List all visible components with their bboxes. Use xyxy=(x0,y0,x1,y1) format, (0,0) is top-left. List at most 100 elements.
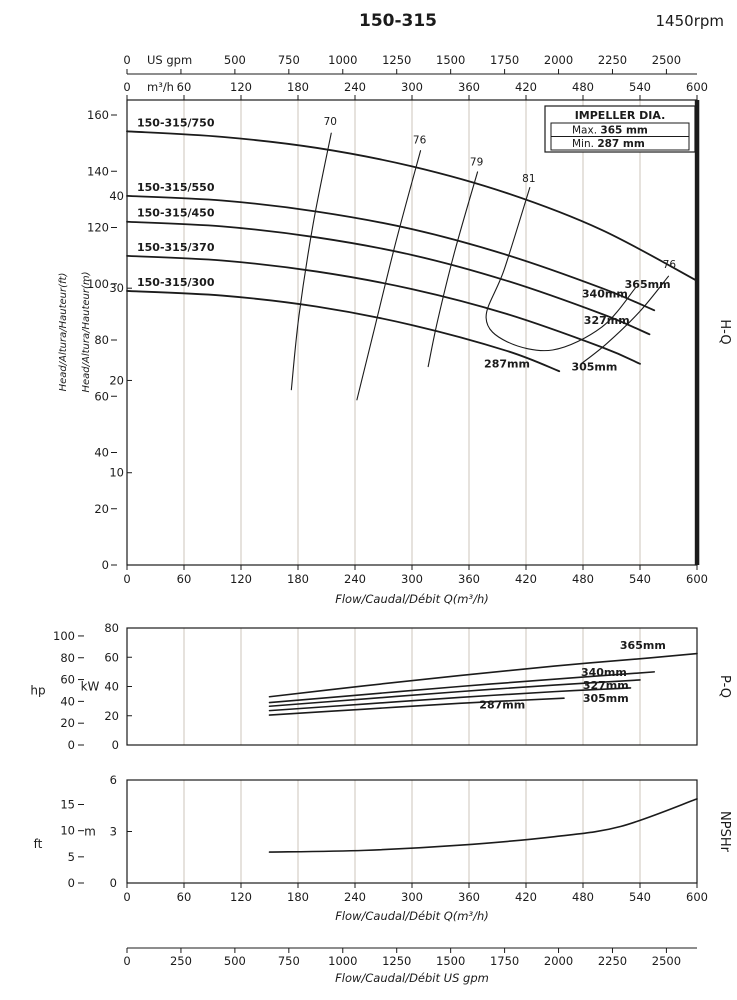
hq-ft-tick-label: 0 xyxy=(102,558,109,572)
pq-kw-axis-label: kW xyxy=(81,680,100,694)
npsh-x-axis-label: Flow/Caudal/Débit Q(m³/h) xyxy=(335,909,489,923)
hq-right-bar xyxy=(694,100,700,565)
pq-kw-tick-label: 20 xyxy=(104,709,119,723)
hq-x-tick-label: 240 xyxy=(344,572,366,586)
usgpm-bottom-tick-label: 2250 xyxy=(598,954,627,968)
hq-x-tick-label: 60 xyxy=(177,572,192,586)
pq-hp-tick-label: 100 xyxy=(53,629,75,643)
hq-ft-axis-label: Head/Altura/Hauteur(ft) xyxy=(58,273,69,392)
hq-x-tick-label: 0 xyxy=(123,572,130,586)
hq-impeller-label: 305mm xyxy=(571,360,617,373)
pq-hp-tick-label: 40 xyxy=(60,694,75,708)
pq-kw-tick-label: 60 xyxy=(104,650,119,664)
impeller-legend-box xyxy=(544,105,696,153)
hq-m-tick-label: 30 xyxy=(109,281,124,295)
pq-hp-tick-label: 60 xyxy=(60,673,75,687)
npsh-x-tick-label: 0 xyxy=(123,890,130,904)
pq-hp-tick-label: 0 xyxy=(68,738,75,752)
usgpm-bottom-tick-label: 1000 xyxy=(328,954,357,968)
m3h-top-tick-label: 600 xyxy=(686,80,708,94)
pq-impeller-label: 365mm xyxy=(620,639,666,652)
usgpm-bottom-tick-label: 2000 xyxy=(544,954,573,968)
usgpm-bottom-tick-label: 0 xyxy=(123,954,130,968)
usgpm-top-tick-label: 750 xyxy=(278,53,300,67)
pq-curve-305mm xyxy=(268,687,632,712)
hq-impeller-label: 327mm xyxy=(584,314,630,327)
pq-impeller-label: 340mm xyxy=(581,666,627,679)
usgpm-bottom-tick-label: 2500 xyxy=(652,954,681,968)
efficiency-label: 76 xyxy=(413,134,427,146)
m3h-top-tick-label: 0 xyxy=(123,80,130,94)
m3h-top-tick-label: 120 xyxy=(230,80,252,94)
usgpm-unit-label: US gpm xyxy=(147,53,192,67)
hq-model-label: 150-315/450 xyxy=(137,207,215,220)
hq-x-tick-label: 540 xyxy=(629,572,651,586)
npsh-x-tick-label: 420 xyxy=(515,890,537,904)
hq-ft-tick-label: 60 xyxy=(94,389,109,403)
pq-hp-tick-label: 20 xyxy=(60,716,75,730)
usgpm-bottom-tick-label: 1750 xyxy=(490,954,519,968)
npsh-ft-axis-label: ft xyxy=(34,837,43,851)
m3h-top-tick-label: 420 xyxy=(515,80,537,94)
usgpm-top-tick-label: 2000 xyxy=(544,53,573,67)
npsh-x-tick-label: 480 xyxy=(572,890,594,904)
pq-curve-365mm xyxy=(268,652,698,698)
usgpm-bottom-tick-label: 1500 xyxy=(436,954,465,968)
hq-x-tick-label: 180 xyxy=(287,572,309,586)
efficiency-label: 79 xyxy=(470,156,483,168)
hq-x-tick-label: 300 xyxy=(401,572,423,586)
hq-model-label: 150-315/550 xyxy=(137,181,215,194)
m3h-top-tick-label: 300 xyxy=(401,80,423,94)
npsh-m-tick-label: 0 xyxy=(110,876,117,890)
usgpm-bottom-tick-label: 250 xyxy=(170,954,192,968)
m3h-top-tick-label: 180 xyxy=(287,80,309,94)
hq-impeller-label: 287mm xyxy=(484,358,530,371)
hq-x-tick-label: 360 xyxy=(458,572,480,586)
usgpm-bottom-tick-label: 1250 xyxy=(382,954,411,968)
npsh-ft-tick-label: 0 xyxy=(68,876,75,890)
pq-side-label: P-Q xyxy=(717,675,732,698)
hq-curve-327mm xyxy=(126,220,651,336)
usgpm-top-tick-label: 0 xyxy=(123,53,130,67)
hq-curve-365mm xyxy=(126,130,698,282)
hq-ft-tick-label: 140 xyxy=(87,164,109,178)
efficiency-contour-76 xyxy=(580,275,670,365)
npsh-m-tick-label: 3 xyxy=(110,825,117,839)
hq-curve-287mm xyxy=(126,290,561,373)
hq-model-label: 150-315/370 xyxy=(137,241,215,254)
hq-side-label: H-Q xyxy=(717,319,732,344)
pq-hp-tick-label: 80 xyxy=(60,651,75,665)
npsh-ft-tick-label: 15 xyxy=(60,798,75,812)
hq-x-axis-label: Flow/Caudal/Débit Q(m³/h) xyxy=(335,592,489,606)
m3h-top-tick-label: 360 xyxy=(458,80,480,94)
npsh-x-tick-label: 600 xyxy=(686,890,708,904)
hq-m-tick-label: 20 xyxy=(109,373,124,387)
hq-ft-tick-label: 40 xyxy=(94,446,109,460)
hq-x-tick-label: 120 xyxy=(230,572,252,586)
usgpm-top-tick-label: 2250 xyxy=(598,53,627,67)
npsh-ft-tick-label: 10 xyxy=(60,824,75,838)
npsh-curve xyxy=(268,798,698,853)
chart-title: 150-315 xyxy=(359,11,437,31)
m3h-top-tick-label: 60 xyxy=(177,80,192,94)
impeller-legend-row: Max. 365 mm xyxy=(572,125,648,137)
usgpm-top-tick-label: 1250 xyxy=(382,53,411,67)
npsh-x-tick-label: 120 xyxy=(230,890,252,904)
hq-m-tick-label: 40 xyxy=(109,189,124,203)
impeller-legend-title: IMPELLER DIA. xyxy=(575,109,666,122)
pq-hp-axis-label: hp xyxy=(30,683,45,697)
hq-ft-tick-label: 120 xyxy=(87,221,109,235)
efficiency-label: 70 xyxy=(324,116,337,128)
hq-model-label: 150-315/300 xyxy=(137,276,215,289)
m3h-top-tick-label: 540 xyxy=(629,80,651,94)
m3h-top-tick-label: 480 xyxy=(572,80,594,94)
hq-curve-305mm xyxy=(126,254,641,365)
pq-impeller-label: 305mm xyxy=(583,692,629,705)
rpm-label: 1450rpm xyxy=(656,12,724,30)
hq-curve-340mm xyxy=(126,195,656,312)
hq-ft-tick-label: 160 xyxy=(87,108,109,122)
npsh-m-axis-label: m xyxy=(84,825,96,839)
usgpm-top-tick-label: 1500 xyxy=(436,53,465,67)
